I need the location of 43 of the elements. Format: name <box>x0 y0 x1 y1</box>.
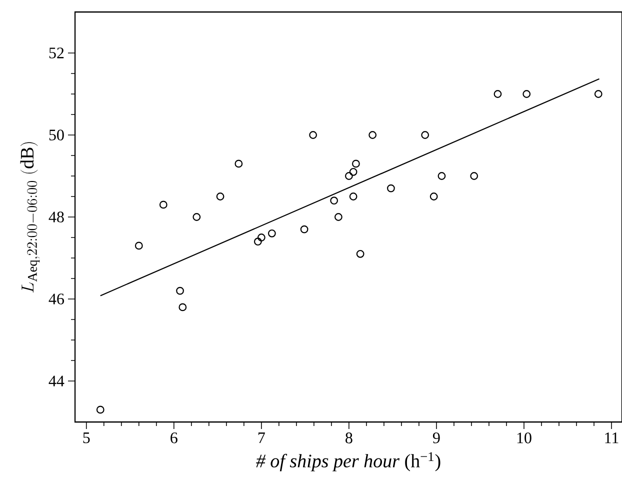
point <box>344 172 353 180</box>
point <box>594 90 602 98</box>
y-tick-label: 48 <box>48 212 64 222</box>
point <box>216 192 224 200</box>
y-tick-label: 44 <box>48 376 64 386</box>
point <box>159 200 168 209</box>
point <box>334 213 342 221</box>
point <box>421 131 430 139</box>
y-tick-label: 52 <box>49 48 64 58</box>
point <box>300 225 308 234</box>
point <box>134 242 143 250</box>
x-tick-label: 5 <box>83 432 90 444</box>
y-tick-label: 46 <box>48 294 64 304</box>
point <box>438 172 446 180</box>
point <box>470 172 478 180</box>
point <box>386 184 395 192</box>
y-axis-title: $L_{\mathrm{Aeq},22{:}00-06{:}00}\ (\mathrm{dB})$ <box>20 142 40 293</box>
point <box>494 90 502 98</box>
point <box>352 160 360 168</box>
point <box>176 286 184 295</box>
point <box>330 196 338 205</box>
point <box>349 168 358 176</box>
point <box>192 213 201 221</box>
y-tick-label: 50 <box>49 130 64 140</box>
point <box>254 238 262 246</box>
point <box>356 250 364 258</box>
x-tick-label: 8 <box>346 432 352 444</box>
point <box>268 229 276 238</box>
point <box>178 303 187 312</box>
x-tick-label: 7 <box>258 432 265 444</box>
point <box>430 192 438 200</box>
point <box>309 131 318 139</box>
point <box>349 192 358 200</box>
point <box>257 234 266 242</box>
x-tick-label: 10 <box>517 432 532 444</box>
point <box>234 160 243 168</box>
point <box>96 406 104 414</box>
x-axis-title: # of ships per hour (h$^{−1}$) <box>256 452 440 472</box>
x-tick-label: 11 <box>605 432 618 444</box>
point <box>368 131 377 139</box>
x-tick-label: 9 <box>432 432 440 444</box>
x-tick-label: 6 <box>170 432 178 444</box>
point <box>522 90 531 98</box>
